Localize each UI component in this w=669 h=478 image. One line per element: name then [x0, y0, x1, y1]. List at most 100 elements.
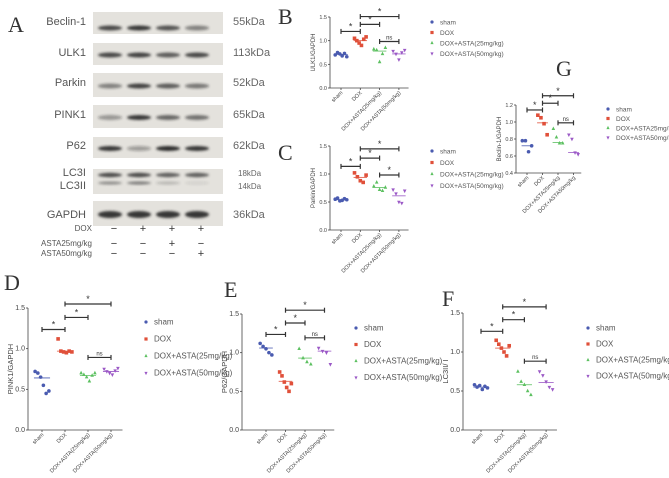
panel-label-D: D — [4, 270, 20, 295]
x-tick-label: DOX+ASTA(25mg/kg) — [49, 432, 91, 474]
treatment-sign: − — [111, 238, 117, 250]
data-point-F — [550, 388, 555, 392]
significance-label: * — [86, 294, 90, 304]
x-tick-label: DOX+ASTA(25mg/kg) — [485, 432, 527, 474]
data-point-G — [570, 137, 574, 142]
blot-band — [156, 25, 180, 31]
legend-marker — [144, 371, 148, 376]
data-point-F — [541, 374, 545, 378]
treatment-sign: − — [111, 223, 117, 235]
y-tick-label: 0.8 — [505, 137, 513, 143]
data-point-D — [64, 350, 69, 355]
blot-band — [127, 146, 151, 151]
legend-label: DOX+ASTA50mg/kg — [616, 135, 669, 142]
data-point-F — [480, 387, 485, 392]
data-point-E — [284, 385, 289, 390]
significance-label: * — [349, 156, 353, 166]
data-point-F — [529, 392, 533, 397]
legend-marker — [430, 171, 434, 176]
data-point-B — [372, 46, 376, 51]
significance-label: * — [368, 148, 372, 158]
data-point-E — [287, 389, 291, 394]
blot-protein-label: Parkin — [55, 77, 86, 89]
legend-label: DOX+ASTA(50mg/kg) — [440, 51, 504, 58]
significance-label: * — [274, 324, 278, 334]
legend-marker — [606, 116, 610, 121]
data-point-C — [335, 196, 340, 200]
blot-protein-label: ULK1 — [58, 47, 86, 59]
blot-protein-label: PINK1 — [54, 109, 86, 121]
data-point-B — [383, 45, 388, 50]
blot-kda-label: 18kDa — [238, 169, 262, 178]
y-tick-label: 0.0 — [15, 427, 25, 434]
blot-kda-label: 65kDa — [233, 109, 266, 121]
y-tick-label: 0.0 — [229, 427, 239, 434]
y-tick-label: 1.5 — [15, 305, 25, 312]
legend-label: DOX+ASTA(25mg/kg) — [596, 356, 669, 365]
legend-label: DOX+ASTA(25mg/kg) — [440, 172, 504, 179]
blot-band — [127, 25, 151, 31]
data-point-G — [536, 113, 540, 117]
blot-band-lc3ii — [98, 181, 122, 185]
data-point-B — [397, 58, 401, 62]
y-tick-label: 1.0 — [450, 349, 460, 356]
y-tick-label: 1.0 — [319, 172, 327, 178]
data-point-D — [61, 350, 66, 354]
data-point-E — [301, 355, 305, 360]
legend-label: sham — [616, 107, 632, 114]
blot-band — [156, 52, 180, 58]
data-point-C — [361, 180, 365, 185]
x-tick-label: sham — [471, 432, 485, 446]
data-point-F — [525, 388, 530, 393]
data-point-E — [305, 359, 309, 364]
data-point-E — [277, 370, 282, 374]
significance-label: * — [52, 320, 56, 330]
data-point-B — [394, 52, 398, 57]
blot-band-lc3i — [127, 172, 151, 178]
y-tick-label: 0.6 — [505, 154, 513, 160]
data-point-G — [567, 133, 571, 138]
x-tick-label: DOX — [493, 432, 506, 445]
data-point-E — [270, 353, 274, 357]
legend-label: DOX+ASTA(50mg/kg) — [364, 373, 443, 382]
data-point-D — [116, 366, 120, 371]
x-tick-label: DOX — [56, 432, 69, 445]
blot-band — [156, 83, 180, 89]
treatment-sign: − — [140, 238, 146, 250]
data-point-D — [44, 391, 48, 396]
blot-band — [185, 83, 209, 89]
blot-band — [98, 52, 122, 58]
data-point-C — [397, 200, 401, 205]
treatment-sign: − — [198, 238, 204, 250]
blot-band-lc3ii — [127, 181, 151, 185]
data-point-E — [261, 344, 265, 349]
legend-label: DOX+ASTA(25mg/kg) — [154, 352, 233, 361]
data-point-F — [504, 354, 509, 358]
data-point-C — [358, 178, 363, 183]
x-tick-label: DOX — [276, 432, 289, 445]
data-point-B — [399, 51, 404, 55]
significance-label: ns — [312, 332, 318, 338]
significance-label: ns — [532, 355, 538, 361]
treatment-sign: − — [140, 248, 146, 260]
x-tick-label: sham — [517, 175, 531, 189]
data-point-G — [523, 138, 528, 143]
y-tick-label: 1.2 — [505, 103, 513, 109]
data-point-B — [380, 51, 385, 56]
significance-label: * — [490, 321, 494, 331]
treatment-sign: − — [111, 248, 117, 260]
blot-band — [127, 115, 151, 120]
data-point-E — [258, 341, 262, 346]
y-axis-label: Parkin/GAPDH — [311, 168, 317, 208]
data-point-F — [507, 343, 512, 348]
significance-label: ns — [96, 351, 102, 357]
data-point-C — [377, 187, 382, 191]
data-point-G — [554, 135, 559, 139]
data-point-B — [340, 54, 344, 58]
legend-label: DOX+ASTA(25mg/kg) — [440, 41, 504, 48]
y-tick-label: 0.4 — [505, 171, 513, 177]
legend-label: DOX+ASTA(50mg/kg) — [596, 372, 669, 381]
legend-marker — [430, 40, 434, 45]
data-point-B — [402, 48, 407, 53]
y-tick-label: 0.5 — [229, 388, 239, 395]
